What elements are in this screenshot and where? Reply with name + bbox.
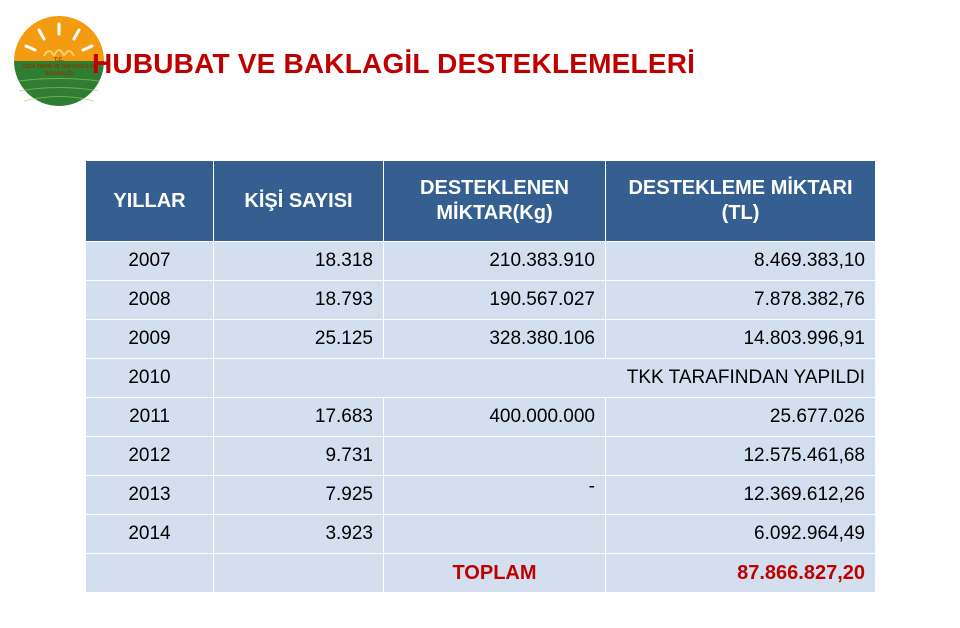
table-row: 20129.731 12.575.461,68 <box>86 437 876 476</box>
cell-miktar-tl: 6.092.964,49 <box>606 515 876 554</box>
table-row: 20143.923 6.092.964,49 <box>86 515 876 554</box>
col-header-kisi: KİŞİ SAYISI <box>214 161 384 242</box>
table-row: 200718.318210.383.9108.469.383,10 <box>86 242 876 281</box>
cell-kisi: 7.925 <box>214 476 384 515</box>
cell-miktar-kg: 190.567.027 <box>384 281 606 320</box>
cell-total-label: TOPLAM <box>384 554 606 593</box>
table-row: 200925.125328.380.10614.803.996,91 <box>86 320 876 359</box>
cell-total-value: 87.866.827,20 <box>606 554 876 593</box>
col-header-miktar-tl: DESTEKLEME MİKTARI (TL) <box>606 161 876 242</box>
table-row: 2010TKK TARAFINDAN YAPILDI <box>86 359 876 398</box>
cell-kisi: 9.731 <box>214 437 384 476</box>
cell-year: 2007 <box>86 242 214 281</box>
col-header-miktar-kg: DESTEKLENEN MİKTAR(Kg) <box>384 161 606 242</box>
cell-miktar-tl: 25.677.026 <box>606 398 876 437</box>
cell-year: 2011 <box>86 398 214 437</box>
cell-year: 2010 <box>86 359 214 398</box>
cell-year: 2014 <box>86 515 214 554</box>
cell-kisi: 18.318 <box>214 242 384 281</box>
cell-miktar-kg <box>384 515 606 554</box>
table-row: 200818.793190.567.0277.878.382,76 <box>86 281 876 320</box>
cell-miktar-tl: 7.878.382,76 <box>606 281 876 320</box>
cell-miktar-tl: 12.369.612,26 <box>606 476 876 515</box>
table-header-row: YILLAR KİŞİ SAYISI DESTEKLENEN MİKTAR(Kg… <box>86 161 876 242</box>
cell-miktar-kg: - <box>384 476 606 515</box>
cell-year: 2012 <box>86 437 214 476</box>
cell-miktar-tl: 14.803.996,91 <box>606 320 876 359</box>
cell-merged-note: TKK TARAFINDAN YAPILDI <box>214 359 876 398</box>
page-title: HUBUBAT VE BAKLAGİL DESTEKLEMELERİ <box>92 48 695 80</box>
cell-kisi: 17.683 <box>214 398 384 437</box>
cell-miktar-tl: 12.575.461,68 <box>606 437 876 476</box>
cell-kisi: 25.125 <box>214 320 384 359</box>
svg-text:T.C.: T.C. <box>54 57 64 63</box>
cell-kisi: 18.793 <box>214 281 384 320</box>
cell-empty <box>86 554 214 593</box>
cell-miktar-kg: 210.383.910 <box>384 242 606 281</box>
table-total-row: TOPLAM87.866.827,20 <box>86 554 876 593</box>
cell-kisi: 3.923 <box>214 515 384 554</box>
table-wrap: YILLAR KİŞİ SAYISI DESTEKLENEN MİKTAR(Kg… <box>85 160 875 593</box>
table-row: 20137.925-12.369.612,26 <box>86 476 876 515</box>
cell-year: 2008 <box>86 281 214 320</box>
cell-year: 2013 <box>86 476 214 515</box>
svg-text:GIDA TARIM VE HAYVANCILIK: GIDA TARIM VE HAYVANCILIK <box>23 64 95 70</box>
cell-miktar-kg: 400.000.000 <box>384 398 606 437</box>
table-body: 200718.318210.383.9108.469.383,10200818.… <box>86 242 876 593</box>
cell-miktar-kg: 328.380.106 <box>384 320 606 359</box>
svg-text:BAKANLIĞI: BAKANLIĞI <box>45 69 73 77</box>
cell-miktar-tl: 8.469.383,10 <box>606 242 876 281</box>
col-header-yillar: YILLAR <box>86 161 214 242</box>
cell-empty <box>214 554 384 593</box>
cell-miktar-kg <box>384 437 606 476</box>
cell-year: 2009 <box>86 320 214 359</box>
data-table: YILLAR KİŞİ SAYISI DESTEKLENEN MİKTAR(Kg… <box>85 160 876 593</box>
table-row: 201117.683400.000.00025.677.026 <box>86 398 876 437</box>
page: T.C. GIDA TARIM VE HAYVANCILIK BAKANLIĞI… <box>0 0 960 628</box>
